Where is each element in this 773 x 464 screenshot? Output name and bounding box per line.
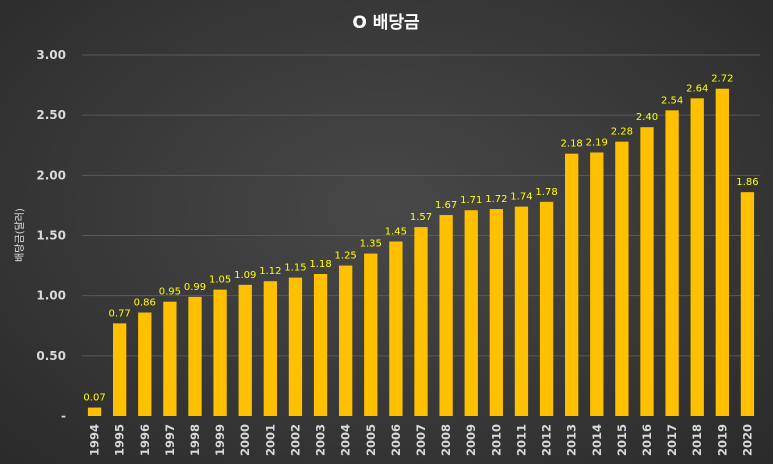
bar-1996 [138,312,152,416]
bar-2015 [615,141,629,416]
data-label: 2.54 [661,95,683,106]
bar-2010 [489,209,503,416]
bar-1999 [213,289,227,416]
data-label: 0.07 [83,393,105,404]
bar-2014 [590,152,604,416]
bar-1995 [113,323,127,416]
data-label: 1.74 [510,192,532,203]
data-label: 1.45 [385,227,407,238]
x-tick-label: 2009 [464,424,478,456]
x-tick-label: 2017 [665,424,679,456]
y-axis-label: 배당금(달러) [14,208,26,262]
data-label: 1.05 [209,275,231,286]
bar-2011 [514,206,529,416]
x-tick-label: 1994 [88,424,102,456]
data-label: 1.18 [309,259,331,270]
bar-2008 [439,215,453,416]
x-tick-label: 2012 [540,424,554,456]
bar-2017 [665,110,679,416]
data-label: 1.15 [284,263,306,274]
x-tick-label: 2010 [489,424,503,456]
bar-2018 [690,98,704,416]
bar-1994 [87,407,102,416]
bar-2005 [364,253,378,416]
y-tick-label: 2.50 [36,108,66,122]
y-tick-label: 3.00 [36,48,66,62]
data-label: 0.95 [159,287,181,298]
x-tick-label: 2007 [414,424,428,456]
data-labels: 0.07 0.770.860.95 0.991.05 1.09 1.12 1.15 1.18… [83,74,758,404]
x-tick-label: 2013 [565,424,579,456]
data-label: 1.35 [360,239,382,250]
bar-1997 [163,301,177,416]
bar-2016 [640,127,654,416]
x-tick-label: 2003 [314,424,328,456]
x-tick-label: 1999 [213,424,227,456]
y-tick-label: 1.00 [36,289,66,303]
bar-2003 [313,274,328,416]
bar-2000 [238,284,252,416]
y-axis-ticks: - 0.50 1.00 1.50 2.00 2.50 3.00 [36,48,66,423]
data-label: 0.86 [134,298,156,309]
x-tick-label: 2000 [238,424,252,456]
bar-2012 [539,201,554,416]
data-label: 2.72 [711,74,733,85]
data-label: 1.78 [535,187,557,198]
y-tick-label: - [61,409,66,423]
x-tick-label: 2014 [590,424,604,456]
data-label: 0.99 [184,282,206,293]
data-label: 1.67 [435,200,457,211]
x-tick-label: 2004 [339,424,353,456]
bar-2007 [414,227,428,416]
y-tick-label: 1.50 [36,229,66,243]
bar-2006 [389,241,403,416]
chart-title: O 배당금 [352,13,420,33]
data-label: 2.28 [611,127,633,138]
x-tick-label: 2015 [615,424,629,456]
data-label: 1.71 [460,195,482,206]
y-tick-label: 2.00 [36,168,66,182]
bars [87,88,755,417]
data-label: 2.18 [561,139,583,150]
x-tick-label: 2011 [514,424,528,456]
data-label: 1.86 [736,177,758,188]
data-label: 2.64 [686,83,708,94]
data-label: 1.09 [234,270,256,281]
x-tick-label: 2020 [740,424,754,456]
x-tick-label: 2001 [263,424,277,456]
data-label: 1.72 [485,194,507,205]
x-axis-ticks: 1994 1995 1996 1997 1998 1999 2000 2001 2002 2003… [88,424,755,456]
bar-2020 [740,192,755,416]
x-tick-label: 1996 [138,424,152,456]
x-tick-label: 2019 [715,424,729,456]
bar-2004 [339,265,353,416]
bar-2001 [263,281,277,416]
data-label: 2.19 [586,137,608,148]
x-tick-label: 2006 [389,424,403,456]
data-label: 1.57 [410,212,432,223]
data-label: 1.12 [259,266,281,277]
bar-2019 [715,88,729,417]
x-tick-label: 1998 [188,424,202,456]
x-tick-label: 2002 [288,424,302,456]
bar-1998 [188,296,202,416]
data-label: 0.77 [109,308,131,319]
bar-2013 [565,153,579,416]
y-tick-label: 0.50 [36,349,66,363]
x-tick-label: 2018 [690,424,704,456]
x-tick-label: 2005 [364,424,378,456]
data-label: 2.40 [636,112,658,123]
x-tick-label: 1997 [163,424,177,456]
x-tick-label: 2016 [640,424,654,456]
bar-2009 [464,210,478,416]
data-label: 1.25 [335,251,357,262]
x-tick-label: 1995 [113,424,127,456]
x-tick-label: 2008 [439,424,453,456]
bar-2002 [288,277,303,416]
